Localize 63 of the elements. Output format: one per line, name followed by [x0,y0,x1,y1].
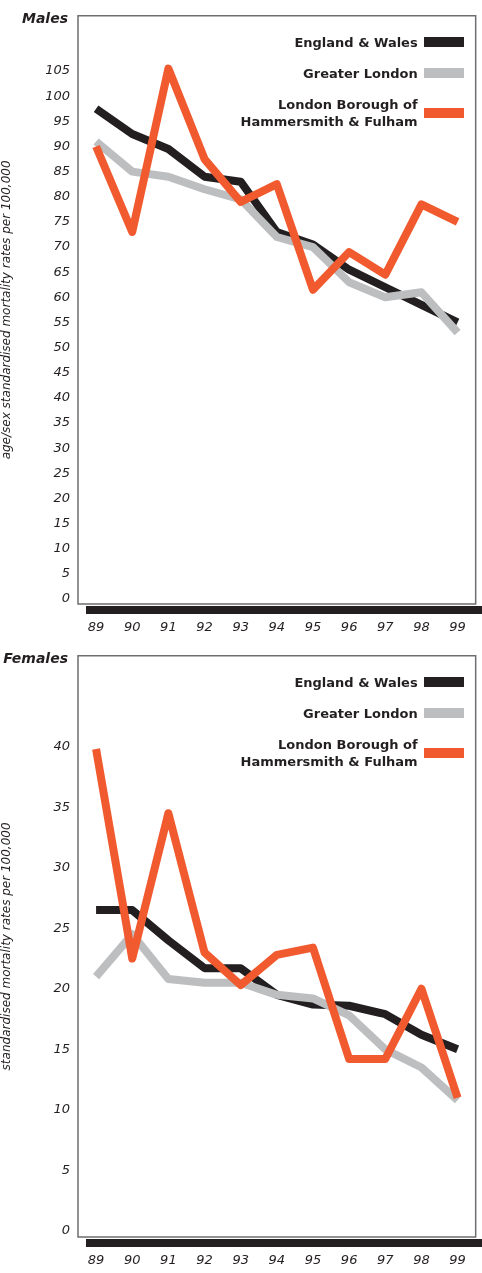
legend-label: England & Wales [294,33,418,51]
y-axis-title: age/sex standardised mortality rates per 100,000 [0,160,14,460]
chart-title: Males [21,10,68,26]
y-tick-label: 5 [61,1161,70,1177]
x-tick-label: 99 [449,619,466,635]
y-tick-label: 25 [53,464,70,480]
y-tick-label: 55 [53,313,70,329]
y-tick-label: 90 [53,137,70,153]
y-tick-label: 15 [53,514,70,530]
legend-label: England & Wales [294,673,418,691]
x-tick-label: 94 [268,1252,286,1268]
legend-label: Greater London [303,704,418,722]
x-tick-label: 96 [340,1252,358,1268]
x-tick-label: 92 [196,619,213,635]
y-tick-label: 60 [53,288,70,304]
y-tick-label: 50 [53,338,70,354]
y-tick-label: 105 [45,62,70,78]
y-tick-label: 25 [53,919,70,935]
x-tick-label: 95 [304,619,322,635]
y-axis-title: standardised mortality rates per 100,000 [0,822,14,1071]
y-tick-label: 65 [53,263,70,279]
y-tick-label: 10 [53,540,70,556]
x-tick-label: 90 [123,1252,141,1268]
chart-title: Females [2,650,68,666]
y-tick-label: 45 [53,364,70,380]
legend-label: London Borough of Hammersmith & Fulham [239,735,418,770]
y-tick-label: 85 [53,163,70,179]
x-tick-label: 98 [413,619,430,635]
x-tick-label: 97 [377,619,395,635]
y-tick-label: 0 [61,590,70,606]
legend-label: Greater London [303,64,418,82]
y-tick-label: 15 [53,1040,70,1056]
x-tick-label: 89 [87,619,105,635]
y-tick-label: 30 [53,859,70,875]
legend-label: London Borough of Hammersmith & Fulham [239,95,418,130]
x-tick-label: 98 [413,1252,430,1268]
y-tick-label: 40 [53,737,70,753]
x-tick-label: 99 [449,1252,466,1268]
y-tick-label: 70 [53,238,70,254]
x-tick-label: 89 [87,1252,105,1268]
x-tick-label: 90 [123,619,141,635]
y-tick-label: 5 [61,565,70,581]
y-tick-label: 20 [53,489,70,505]
y-tick-label: 95 [53,112,70,128]
y-tick-label: 10 [53,1101,70,1117]
y-tick-label: 20 [53,980,70,996]
y-tick-label: 35 [53,798,70,814]
x-tick-label: 97 [377,1252,395,1268]
y-tick-label: 35 [53,414,70,430]
y-tick-label: 75 [53,213,70,229]
x-tick-label: 92 [196,1252,213,1268]
y-tick-label: 0 [61,1222,70,1238]
x-tick-label: 95 [304,1252,322,1268]
x-tick-label: 91 [160,1252,177,1268]
y-tick-label: 100 [45,87,70,103]
x-tick-label: 93 [232,619,249,635]
x-tick-label: 94 [268,619,286,635]
y-tick-label: 40 [53,389,70,405]
y-tick-label: 80 [53,188,70,204]
y-tick-label: 30 [53,439,70,455]
x-tick-label: 93 [232,1252,249,1268]
x-tick-label: 91 [160,619,177,635]
x-tick-label: 96 [340,619,358,635]
